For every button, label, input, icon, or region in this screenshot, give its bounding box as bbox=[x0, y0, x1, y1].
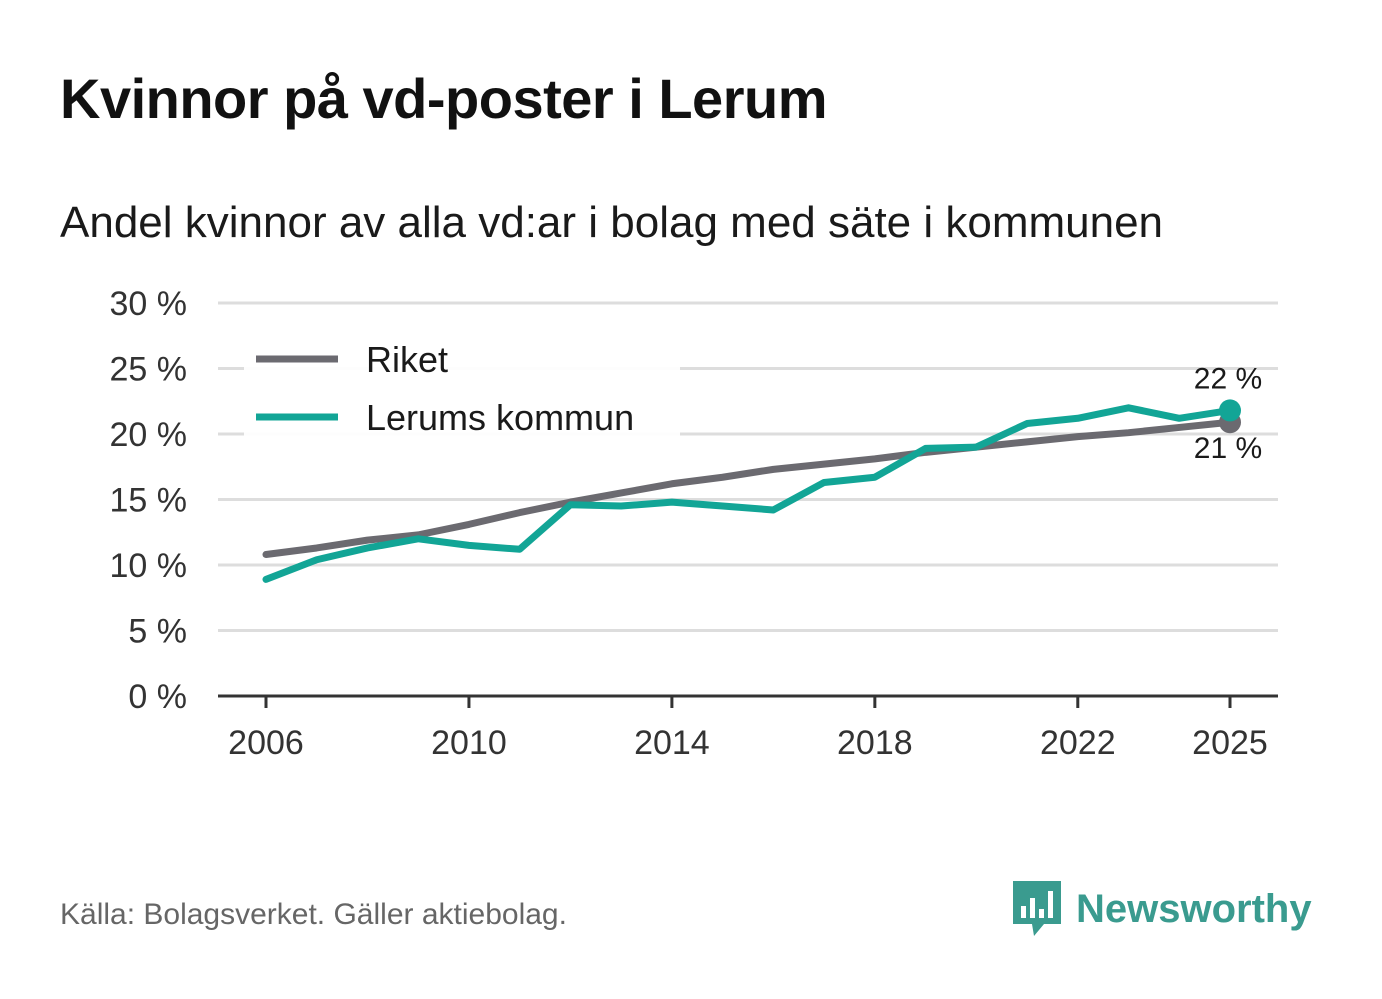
legend-label-riket: Riket bbox=[366, 339, 448, 380]
chart-subtitle: Andel kvinnor av alla vd:ar i bolag med … bbox=[60, 198, 1164, 247]
x-tick-label: 2025 bbox=[1192, 724, 1268, 762]
end-label-lerum: 22 % bbox=[1194, 362, 1262, 395]
y-tick-label: 15 % bbox=[110, 482, 188, 520]
legend-label-lerum: Lerums kommun bbox=[366, 397, 634, 438]
y-axis-tick-labels: 0 % 5 % 10 % 15 % 20 % 25 % 30 % bbox=[110, 285, 188, 716]
series-line-riket bbox=[262, 418, 1234, 559]
x-tick-label: 2006 bbox=[228, 724, 304, 762]
brand-logo[interactable]: Newsworthy bbox=[1010, 878, 1312, 940]
line-chart: 0 %5 %10 %15 %20 %25 %30 % 2006 2010 2014 2… bbox=[110, 285, 1278, 762]
newsworthy-bar-chart-icon bbox=[1013, 881, 1061, 936]
legend-background bbox=[244, 330, 680, 442]
series-line-lerum bbox=[262, 404, 1234, 583]
x-tick-label: 2018 bbox=[837, 724, 913, 762]
end-labels: 21 % 22 % bbox=[1194, 362, 1262, 465]
y-tick-label: 25 % bbox=[110, 351, 188, 389]
x-tick-label: 2010 bbox=[431, 724, 507, 762]
y-tick-label: 0 % bbox=[128, 678, 187, 716]
y-tick-label: 5 % bbox=[128, 613, 187, 651]
series-lines bbox=[262, 404, 1234, 583]
y-tick-label: 10 % bbox=[110, 547, 188, 585]
y-tick-label: 30 % bbox=[110, 285, 188, 323]
x-axis: 2006 2010 2014 2018 2022 2025 bbox=[218, 694, 1278, 762]
y-tick-label: 20 % bbox=[110, 416, 188, 454]
end-marker-lerum bbox=[1219, 399, 1241, 422]
end-label-riket: 21 % bbox=[1194, 432, 1262, 465]
end-markers bbox=[1219, 399, 1241, 434]
legend-box bbox=[244, 330, 680, 442]
x-tick-label: 2022 bbox=[1040, 724, 1116, 762]
brand-name: Newsworthy bbox=[1076, 886, 1312, 931]
legend: Riket Lerums kommun bbox=[256, 339, 634, 438]
x-tick-label: 2014 bbox=[634, 724, 710, 762]
source-note: Källa: Bolagsverket. Gäller aktiebolag. bbox=[60, 898, 567, 931]
chart-title: Kvinnor på vd-poster i Lerum bbox=[60, 67, 828, 130]
